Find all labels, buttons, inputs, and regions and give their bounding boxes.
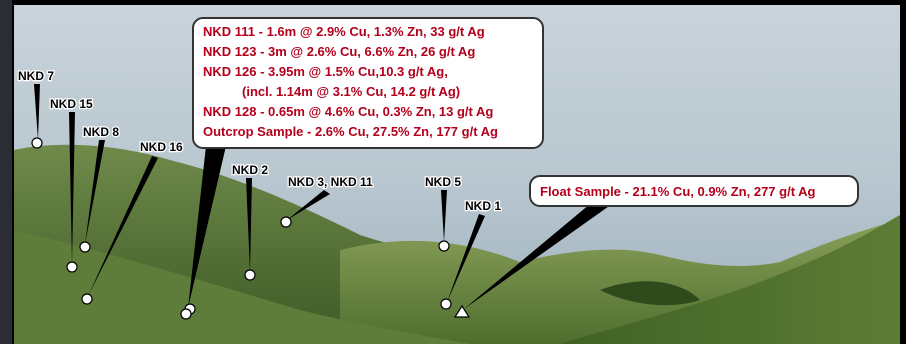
main-callout: NKD 111 - 1.6m @ 2.9% Cu, 1.3% Zn, 33 g/… (193, 18, 543, 148)
callout-line: (incl. 1.14m @ 3.1% Cu, 14.2 g/t Ag) (242, 84, 460, 99)
drill-hole (439, 241, 449, 251)
drill-hole (441, 299, 451, 309)
hole-label: NKD 2 (232, 163, 268, 177)
drill-hole (80, 242, 90, 252)
left-strip (0, 0, 12, 344)
hole-label: NKD 5 (425, 175, 461, 189)
drill-hole (32, 138, 42, 148)
drill-hole (245, 270, 255, 280)
hole-label: NKD 16 (140, 140, 183, 154)
float-callout: Float Sample - 21.1% Cu, 0.9% Zn, 277 g/… (530, 176, 858, 206)
hole-label: NKD 8 (83, 125, 119, 139)
drill-hole (82, 294, 92, 304)
callout-line: NKD 128 - 0.65m @ 4.6% Cu, 0.3% Zn, 13 g… (203, 104, 493, 119)
callout-line: NKD 123 - 3m @ 2.6% Cu, 6.6% Zn, 26 g/t … (203, 44, 475, 59)
callout-line: NKD 126 - 3.95m @ 1.5% Cu,10.3 g/t Ag, (203, 64, 448, 79)
drill-hole (181, 309, 191, 319)
callout-line: NKD 111 - 1.6m @ 2.9% Cu, 1.3% Zn, 33 g/… (203, 24, 485, 39)
drill-hole (281, 217, 291, 227)
hole-label: NKD 7 (18, 69, 54, 83)
hole-label: NKD 1 (465, 199, 501, 213)
callout-line: Outcrop Sample - 2.6% Cu, 27.5% Zn, 177 … (203, 124, 498, 139)
hole-label: NKD 15 (50, 97, 93, 111)
hole-label: NKD 3, NKD 11 (288, 175, 373, 189)
drill-hole (67, 262, 77, 272)
annotated-photo: NKD 7 NKD 15 NKD 8 NKD 16 NKD 2 NKD 3, N… (0, 0, 906, 344)
callout-line: Float Sample - 21.1% Cu, 0.9% Zn, 277 g/… (540, 184, 816, 199)
